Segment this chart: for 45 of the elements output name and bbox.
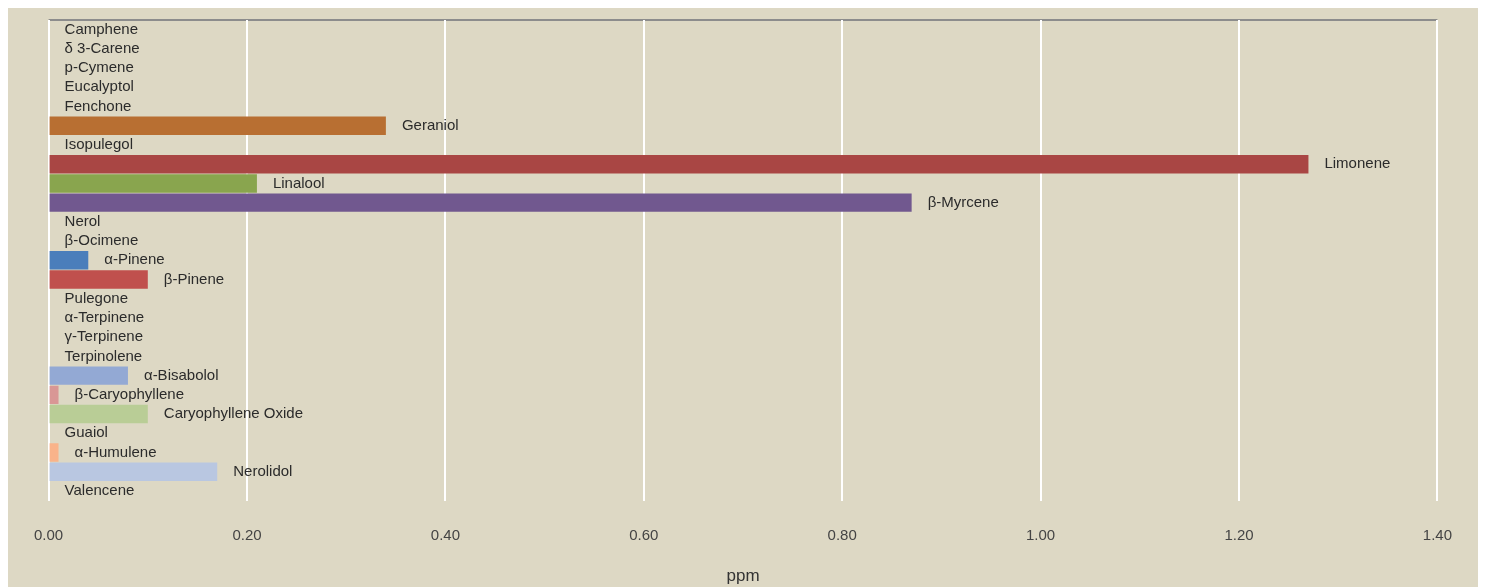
y-tick-label: β-Myrcene <box>927 192 999 210</box>
x-tick-label: 1.20 <box>1224 525 1254 543</box>
bar <box>49 116 386 135</box>
bar <box>49 154 1309 174</box>
y-tick-label: Caryophyllene Oxide <box>163 404 304 422</box>
x-tick-label: 0.00 <box>34 525 64 543</box>
x-tick-label: 0.60 <box>629 525 659 543</box>
x-tick-label: 0.40 <box>430 525 460 543</box>
y-tick-label: Terpinolene <box>64 346 143 364</box>
y-tick-label: Geraniol <box>401 115 459 133</box>
x-tick-label: 1.40 <box>1422 525 1452 543</box>
y-tick-label: Guaiol <box>64 423 108 441</box>
bar <box>49 385 59 405</box>
x-tick-label: 1.00 <box>1026 525 1056 543</box>
x-axis-title: ppm <box>726 566 760 586</box>
y-tick-label: β-Caryophyllene <box>74 385 185 403</box>
bar <box>49 443 59 462</box>
y-tick-label: α-Terpinene <box>64 308 145 326</box>
y-tick-label: Camphene <box>64 19 138 37</box>
y-tick-label: β-Ocimene <box>64 231 139 249</box>
y-tick-label: α-Bisabolol <box>143 365 219 383</box>
y-tick-label: δ 3-Carene <box>64 38 140 56</box>
y-tick-label: Nerol <box>64 211 101 229</box>
bar <box>49 366 128 385</box>
y-tick-label: Nerolidol <box>233 461 293 479</box>
y-tick-label: α-Humulene <box>74 442 157 460</box>
y-tick-label: Fenchone <box>64 96 132 114</box>
bar <box>49 404 148 424</box>
bar <box>49 251 89 270</box>
y-tick-label: Eucalyptol <box>64 77 134 95</box>
bar <box>49 174 257 193</box>
y-tick-label: β-Pinene <box>163 269 225 287</box>
x-tick-label: 0.80 <box>827 525 857 543</box>
bar <box>49 193 912 212</box>
bar <box>49 462 218 481</box>
y-tick-label: α-Pinene <box>104 250 165 268</box>
y-tick-label: Linalool <box>272 173 325 191</box>
y-tick-label: p-Cymene <box>64 58 134 76</box>
y-tick-label: Isopulegol <box>64 135 133 153</box>
y-tick-label: Limonene <box>1324 154 1391 172</box>
y-tick-label: γ-Terpinene <box>64 327 143 345</box>
y-tick-label: Pulegone <box>64 288 128 306</box>
x-tick-label: 0.20 <box>232 525 262 543</box>
y-tick-label: Valencene <box>64 481 135 499</box>
bar <box>49 270 148 289</box>
